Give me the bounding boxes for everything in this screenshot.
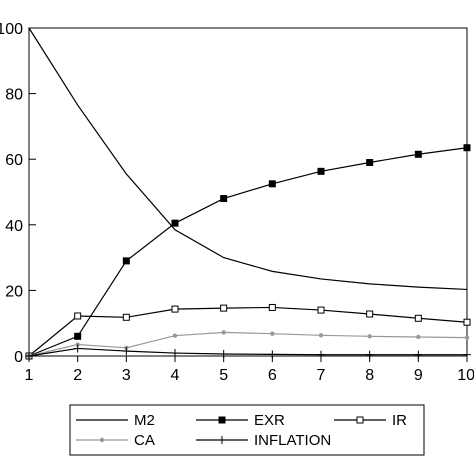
series-ir-point xyxy=(268,303,276,311)
series-inflation-point xyxy=(219,350,228,359)
series-ir-point xyxy=(74,312,82,320)
series-m2-line xyxy=(28,27,468,291)
series-ir-point xyxy=(317,306,325,314)
series-exr-point xyxy=(366,158,374,166)
series-exr-point xyxy=(220,195,228,203)
series-ir-point xyxy=(366,310,374,318)
series-ir-point xyxy=(414,314,422,322)
y-tick-label: 0 xyxy=(14,349,23,366)
series-ca-line xyxy=(28,331,468,357)
series-inflation-point xyxy=(122,347,131,356)
series-inflation xyxy=(25,344,471,360)
series-ca-point xyxy=(464,335,470,340)
legend-swatch-marker xyxy=(218,436,226,444)
series-ir-point xyxy=(220,304,228,312)
series-exr-point xyxy=(74,332,82,340)
series-ca-point xyxy=(172,333,178,338)
legend-item-exr: EXR xyxy=(196,412,285,429)
series-m2 xyxy=(28,27,468,291)
series-ir xyxy=(25,303,471,360)
y-axis: 0 20 40 60 80 100 xyxy=(0,21,36,366)
series-exr-point xyxy=(317,167,325,175)
x-tick-label: 6 xyxy=(268,367,277,384)
series-inflation-line xyxy=(28,347,467,357)
series-inflation-point xyxy=(268,350,277,359)
series-ca-point xyxy=(221,330,226,335)
series-inflation-point xyxy=(463,350,471,359)
legend-item-ca: CA xyxy=(76,432,155,449)
series-exr-point xyxy=(463,144,471,152)
legend-swatch-marker xyxy=(99,437,105,443)
series-inflation-point xyxy=(25,352,33,360)
x-tick-label: 1 xyxy=(25,367,34,384)
series-inflation-point xyxy=(73,344,82,353)
series-layer xyxy=(25,27,471,360)
series-ca-point xyxy=(318,333,324,338)
series-inflation-point xyxy=(365,350,374,359)
series-exr-line xyxy=(28,147,468,357)
legend-item-m2: M2 xyxy=(76,412,155,429)
y-tick-label: 20 xyxy=(5,283,23,300)
legend-swatch-marker xyxy=(218,416,226,424)
x-tick-label: 3 xyxy=(122,367,131,384)
legend-label-ir: IR xyxy=(392,412,407,429)
series-ir-point xyxy=(463,318,471,326)
legend: M2 EXR IR CA INFLATION xyxy=(69,404,425,456)
x-tick-label: 5 xyxy=(219,367,228,384)
plot-area xyxy=(28,27,468,357)
legend-label-ca: CA xyxy=(134,432,155,449)
x-axis: 1 2 3 4 5 6 7 8 9 10 xyxy=(25,356,474,384)
x-tick-label: 2 xyxy=(73,367,82,384)
y-tick-label: 40 xyxy=(5,218,23,235)
x-tick-label: 4 xyxy=(171,367,180,384)
series-inflation-point xyxy=(171,349,179,358)
y-tick-label: 80 xyxy=(5,87,23,104)
y-tick-label: 100 xyxy=(0,21,23,38)
series-ca-point xyxy=(270,331,275,336)
series-ca-point xyxy=(367,334,372,339)
legend-item-inflation: INFLATION xyxy=(196,432,331,449)
series-ca-point xyxy=(416,334,421,340)
legend-swatch-marker xyxy=(356,416,364,424)
series-exr-point xyxy=(171,219,179,227)
series-inflation-point xyxy=(317,350,325,359)
legend-label-inflation: INFLATION xyxy=(254,432,331,449)
legend-box xyxy=(69,404,425,456)
x-tick-label: 10 xyxy=(457,367,474,384)
series-inflation-point xyxy=(414,350,423,359)
x-tick-label: 9 xyxy=(414,367,423,384)
series-exr-point xyxy=(414,150,422,158)
series-ca xyxy=(26,330,470,359)
x-tick-label: 8 xyxy=(365,367,374,384)
series-ir-line xyxy=(28,306,468,357)
legend-item-ir: IR xyxy=(334,412,407,429)
legend-label-exr: EXR xyxy=(254,412,285,429)
series-exr-point xyxy=(268,180,276,188)
y-tick-label: 60 xyxy=(5,152,23,169)
series-exr-point xyxy=(122,257,130,265)
legend-label-m2: M2 xyxy=(134,412,155,429)
series-ir-point xyxy=(122,313,130,321)
x-tick-label: 7 xyxy=(317,367,326,384)
series-exr xyxy=(25,144,471,360)
series-ir-point xyxy=(171,305,179,313)
plot-frame xyxy=(28,27,468,357)
